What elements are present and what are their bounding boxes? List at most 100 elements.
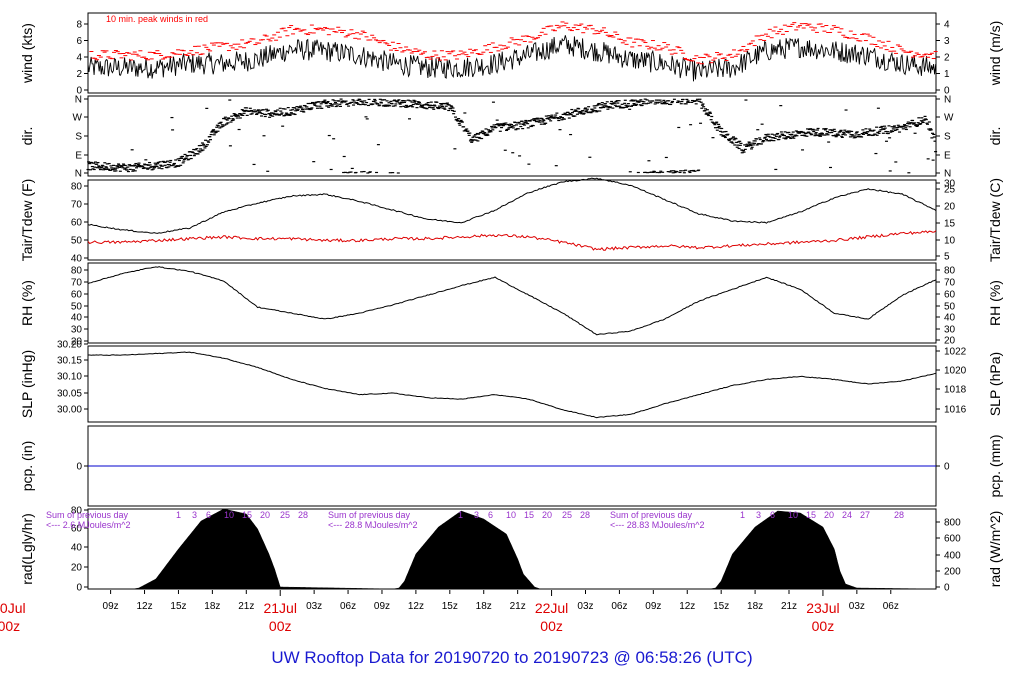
pressure-ytick-left-label: 30.05 — [57, 389, 82, 400]
radiation-hour-mark: 15 — [242, 510, 252, 520]
direction-ytick-right-label: E — [944, 151, 951, 162]
direction-ytick-left-label: N — [75, 95, 82, 106]
x-tick-label: 18z — [747, 601, 763, 612]
day-date-label: 21Jul — [263, 600, 296, 616]
day-time-label: 00z — [269, 618, 292, 634]
humidity-ytick-left-label: 50 — [71, 302, 83, 313]
x-tick-label: 03z — [849, 601, 865, 612]
x-tick-label: 15z — [170, 601, 186, 612]
x-tick-label: 09z — [103, 601, 119, 612]
radiation-ytick-left-label: 0 — [76, 583, 82, 594]
radiation-hour-mark: 10 — [788, 510, 798, 520]
radiation-hour-mark: 15 — [806, 510, 816, 520]
temperature-ylabel-left: Tair/Tdew (F) — [19, 179, 35, 261]
x-tick-label: 03z — [577, 601, 593, 612]
temperature-ytick-left-label: 60 — [71, 218, 83, 229]
radiation-ytick-left-label: 40 — [71, 543, 83, 554]
x-tick-label: 15z — [442, 601, 458, 612]
pressure-ytick-right-label: 1016 — [944, 405, 967, 416]
direction-ytick-left-label: S — [75, 132, 82, 143]
humidity-ytick-right-label: 70 — [944, 278, 956, 289]
humidity-ytick-left-label: 30 — [71, 325, 83, 336]
radiation-total-value: <--- 28.8 MJoules/m^2 — [328, 520, 418, 530]
radiation-hour-mark: 10 — [506, 510, 516, 520]
radiation-ytick-left-label: 60 — [71, 524, 83, 535]
humidity-ytick-right-label: 50 — [944, 302, 956, 313]
temperature-ytick-right-label: 15 — [944, 219, 956, 230]
pressure-ytick-left-label: 30.20 — [57, 340, 82, 351]
radiation-hour-mark: 6 — [488, 510, 493, 520]
temperature-frame — [87, 179, 937, 261]
day-date-label: 20Jul — [0, 600, 26, 616]
pressure-frame — [87, 345, 937, 423]
precip-ytick-right-label: 0 — [944, 462, 950, 473]
wind-ytick-left-label: 4 — [76, 53, 82, 64]
humidity-ytick-right-label: 80 — [944, 266, 956, 277]
day-time-label: 00z — [0, 618, 20, 634]
humidity-ytick-right-label: 60 — [944, 290, 956, 301]
temperature-ytick-left-label: 80 — [71, 182, 83, 193]
radiation-total-value: <--- 2.6 MJoules/m^2 — [46, 520, 131, 530]
radiation-hour-mark: 1 — [740, 510, 745, 520]
x-tick-label: 06z — [611, 601, 627, 612]
wind-series-line — [87, 35, 937, 82]
radiation-hour-mark: 20 — [260, 510, 270, 520]
pressure-ytick-left-label: 30.00 — [57, 405, 82, 416]
humidity-ytick-left-label: 60 — [71, 290, 83, 301]
pressure-ytick-right-label: 1020 — [944, 366, 967, 377]
x-tick-label: 09z — [645, 601, 661, 612]
x-tick-label: 21z — [510, 601, 526, 612]
humidity-ytick-right-label: 30 — [944, 325, 956, 336]
x-tick-label: 15z — [713, 601, 729, 612]
humidity-ylabel-right: RH (%) — [987, 280, 1003, 326]
radiation-hour-mark: 3 — [756, 510, 761, 520]
precip-ytick-left-label: 0 — [76, 462, 82, 473]
direction-ytick-left-label: W — [73, 113, 83, 124]
pressure-series-line — [88, 351, 937, 419]
radiation-hour-mark: 27 — [860, 510, 870, 520]
radiation-total-caption: Sum of previous day — [610, 510, 693, 520]
x-tick-label: 18z — [476, 601, 492, 612]
radiation-ytick-left-label: 20 — [71, 563, 83, 574]
wind-ylabel-left: wind (kts) — [19, 23, 35, 84]
wind-ytick-left-label: 8 — [76, 20, 82, 31]
wind-ytick-left-label: 0 — [76, 86, 82, 97]
radiation-ytick-right-label: 400 — [944, 551, 961, 562]
humidity-ytick-right-label: 40 — [944, 313, 956, 324]
wind-frame — [87, 12, 937, 94]
x-tick-label: 06z — [883, 601, 899, 612]
x-tick-label: 06z — [340, 601, 356, 612]
direction-ytick-right-label: N — [944, 169, 951, 180]
x-tick-label: 21z — [238, 601, 254, 612]
x-tick-label: 03z — [306, 601, 322, 612]
radiation-ytick-right-label: 0 — [944, 583, 950, 594]
radiation-hour-mark: 20 — [542, 510, 552, 520]
radiation-hour-mark: 3 — [474, 510, 479, 520]
direction-ylabel-left: dir. — [19, 127, 35, 146]
precip-ylabel-right: pcp. (mm) — [987, 435, 1003, 498]
x-tick-label: 12z — [679, 601, 695, 612]
direction-ytick-right-label: N — [944, 95, 951, 106]
wind-ylabel-right: wind (m/s) — [987, 21, 1003, 87]
radiation-hour-mark: 6 — [770, 510, 775, 520]
radiation-total-caption: Sum of previous day — [328, 510, 411, 520]
radiation-hour-mark: 20 — [824, 510, 834, 520]
day-time-label: 00z — [540, 618, 563, 634]
radiation-total-caption: Sum of previous day — [46, 510, 129, 520]
x-tick-label: 12z — [136, 601, 152, 612]
x-tick-label: 12z — [408, 601, 424, 612]
radiation-hour-mark: 10 — [224, 510, 234, 520]
humidity-ylabel-left: RH (%) — [19, 280, 35, 326]
radiation-hour-mark: 25 — [280, 510, 290, 520]
radiation-hour-mark: 28 — [580, 510, 590, 520]
radiation-ylabel-right: rad (W/m^2) — [987, 511, 1003, 588]
day-date-label: 22Jul — [535, 600, 568, 616]
temperature-ytick-right-label: 5 — [944, 252, 950, 263]
humidity-ytick-left-label: 80 — [71, 266, 83, 277]
humidity-frame — [87, 262, 937, 344]
radiation-hour-mark: 28 — [298, 510, 308, 520]
pressure-ytick-left-label: 30.10 — [57, 372, 82, 383]
radiation-hour-mark: 1 — [458, 510, 463, 520]
temperature-ytick-right-label: 10 — [944, 236, 956, 247]
